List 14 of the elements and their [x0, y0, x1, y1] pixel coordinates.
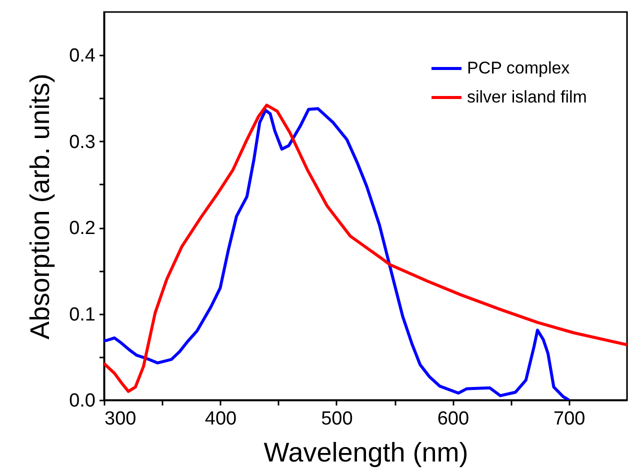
x-tick-label: 300 [104, 408, 136, 430]
y-tick-label: 0.0 [69, 390, 96, 412]
y-tick-label: 0.2 [69, 218, 96, 240]
y-axis-title: Absorption (arb. units) [25, 74, 56, 340]
y-tick-label: 0.1 [69, 304, 96, 326]
x-tick-label: 400 [204, 408, 237, 430]
x-axis-title: Wavelength (nm) [264, 438, 468, 468]
y-tick-label: 0.3 [69, 132, 96, 153]
y-tick-label: 0.4 [69, 46, 96, 67]
x-tick-label: 700 [554, 408, 586, 430]
x-tick-label: 500 [321, 408, 353, 430]
x-tick-label: 600 [437, 408, 470, 430]
legend-label: PCP complex [467, 58, 570, 78]
legend-label: silver island film [467, 88, 587, 106]
